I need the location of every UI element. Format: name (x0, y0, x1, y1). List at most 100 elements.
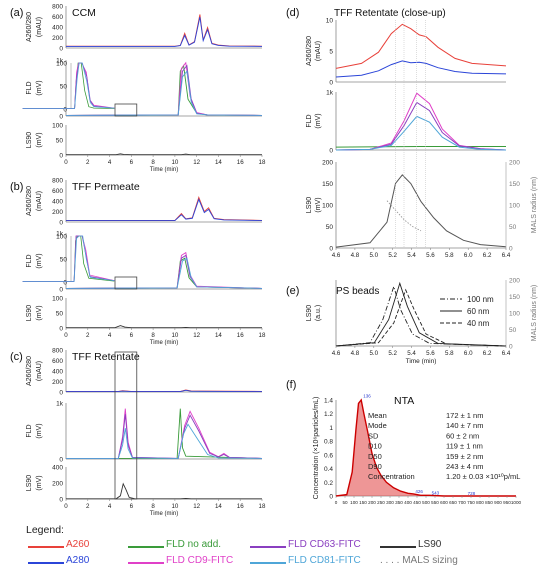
panel-f-stat-label: D10 (368, 442, 382, 451)
legend-label-mals: . . . . MALS sizing (380, 555, 458, 566)
panel-b-sub2-xtick: 8 (151, 332, 155, 339)
panel-b-sub0-ytick: 800 (52, 178, 63, 185)
panel-c-sub2-xtick: 18 (259, 503, 266, 510)
legend-label-a280: A280 (66, 555, 90, 566)
panel-d-sub1-ytick: 1k (326, 90, 334, 97)
panel-f-ytick: 0.4 (324, 466, 333, 473)
panel-e-legend-label: 100 nm (467, 295, 494, 304)
panel-f-ytick: 1 (329, 425, 333, 432)
panel-f-xtick: 250 (377, 500, 385, 505)
panel-c-sub2-xtick: 8 (151, 503, 155, 510)
panel-e-xtick: 6.4 (502, 350, 511, 357)
panel-a-sub2-xtick: 16 (237, 159, 244, 166)
panel-e-xtick: 6.2 (483, 350, 492, 357)
panel-b-sub2-xtick: 14 (215, 332, 222, 339)
panel-c-sub1-series-line (66, 408, 263, 459)
panel-c-sub0-series-line (66, 389, 263, 393)
panel-a-sub2-xtick: 18 (259, 159, 266, 166)
panel-a-sub2-xtick: 10 (171, 159, 178, 166)
panel-a-sub2-xlabel: Time (min) (150, 167, 178, 173)
panel-d-sub1-series-line (335, 101, 507, 151)
panel-f-ytick: 1.4 (324, 398, 333, 405)
panel-a-letter: (a) (10, 7, 23, 19)
panel-b-sub0-ytick: 200 (52, 209, 63, 216)
panel-a-sub2-series-line (66, 153, 262, 156)
panel-d-sub2-ytick2: 50 (509, 224, 517, 231)
panel-c-sub1-ylabel-unit: (mV) (36, 423, 43, 438)
panel-c-sub2-ylabel-unit: (mV) (36, 475, 43, 490)
panel-b-sub2-xlabel: Time (min) (150, 340, 178, 346)
panel-d-sub2-ytick: 150 (322, 181, 333, 188)
panel-c-sub2-ytick: 400 (52, 465, 63, 472)
panel-d-sub0-ytick: 5 (329, 49, 333, 56)
panel-d-title: TFF Retentate (close-up) (334, 8, 446, 19)
panel-a-sub2-xtick: 12 (193, 159, 200, 166)
legend-label-fld-cd9: FLD CD9-FITC (166, 555, 234, 566)
panel-a-sub2-ytick: 100 (52, 123, 63, 130)
panel-d-sub2-ytick: 0 (329, 246, 333, 253)
panel-f-ytick: 0.6 (324, 452, 333, 459)
figure-legend: Legend: A260 A280 FLD no add. FLD CD9-FI… (0, 520, 550, 569)
panel-e-xtick: 5.4 (407, 350, 416, 357)
panel-e-legend-label: 60 nm (467, 307, 490, 316)
panel-f-xtick: 100 (350, 500, 358, 505)
panel-f-peak-label: 543 (432, 490, 440, 495)
panel-b-sub0-ylabel-unit: (mAU) (36, 191, 43, 211)
panel-a-sub2-ytick: 0 (59, 153, 63, 160)
panel-c-sub2-xtick: 16 (237, 503, 244, 510)
panel-c-sub0-ytick: 400 (52, 369, 63, 376)
panel-c-sub2-ytick: 200 (52, 481, 63, 488)
panel-f-xtick: 50 (342, 500, 348, 505)
panel-e-ylabel: LS90 (306, 305, 313, 321)
panel-c-sub0-ytick: 600 (52, 358, 63, 365)
panel-d-sub2-ytick2: 0 (509, 246, 513, 253)
panel-e-ytick2: 100 (509, 311, 520, 318)
panel-d-sub2-ytick2: 100 (509, 203, 520, 210)
panel-f-xtick: 950 (503, 500, 511, 505)
panel-e-xtick: 4.8 (351, 350, 360, 357)
panel-d-letter: (d) (286, 7, 299, 19)
panel-c-sub1-series-line (66, 408, 263, 459)
panel-c-title: TFF Retentate (72, 351, 140, 363)
panel-e-xlabel: Time (min) (406, 358, 437, 365)
panel-f-xtick: 350 (395, 500, 403, 505)
panel-f-xtick: 0 (335, 500, 338, 505)
panel-c-sub2-xtick: 0 (64, 503, 68, 510)
panel-c-sub2-xtick: 6 (130, 503, 134, 510)
panel-b-sub2-xtick: 0 (64, 332, 68, 339)
panel-e-xtick: 6.0 (464, 350, 473, 357)
panel-c-sub2-xtick: 12 (193, 503, 200, 510)
panel-b-sub1-series-line (65, 257, 263, 289)
panel-c-sub0-ytick: 200 (52, 379, 63, 386)
panel-f-xtick: 550 (431, 500, 439, 505)
panel-f-letter: (f) (286, 379, 296, 391)
panel-d-sub2-ylabel-unit: (mV) (315, 197, 322, 212)
panel-d-xtick: 6.0 (464, 252, 473, 259)
panel-a-sub2-xtick: 14 (215, 159, 222, 166)
panel-c-sub2-ylabel: LS90 (26, 475, 33, 491)
panel-f-peak-label: 136 (363, 394, 371, 399)
panel-d-sub0-series-line (335, 23, 507, 69)
panel-d-sub2-series-line (386, 200, 422, 232)
panel-d-xtick: 5.0 (369, 252, 378, 259)
panel-f-title: NTA (394, 395, 414, 407)
legend-label-fld-cd63: FLD CD63-FITC (288, 539, 361, 550)
panel-f-xtick: 200 (368, 500, 376, 505)
panel-d-sub1-series-line (335, 92, 507, 151)
panel-f-xtick: 150 (359, 500, 367, 505)
panel-d-sub1-ylabel-unit: (mV) (315, 113, 322, 128)
panel-f-stat-label: Mean (368, 411, 387, 420)
panel-a-sub1-ytick: 0 (59, 114, 63, 121)
panel-d-sub1-series-line (335, 115, 507, 151)
panel-c-zoom-box (114, 351, 138, 500)
panel-d-sub2-y2label: MALS radius (nm) (531, 177, 538, 233)
panel-b-title: TFF Permeate (72, 181, 140, 193)
panel-f-xtick: 650 (449, 500, 457, 505)
panel-d-sub2-ytick2: 200 (509, 160, 520, 167)
panel-f-stat-label: SD (368, 431, 379, 440)
panel-e-y2label: MALS radius (nm) (531, 285, 538, 341)
panel-b-sub0-ylabel: A260/280 (26, 186, 33, 216)
panel-f-xtick: 1000 (511, 500, 522, 505)
panel-c-sub0-ylabel-unit: (mAU) (36, 361, 43, 381)
legend-label-a260: A260 (66, 539, 90, 550)
